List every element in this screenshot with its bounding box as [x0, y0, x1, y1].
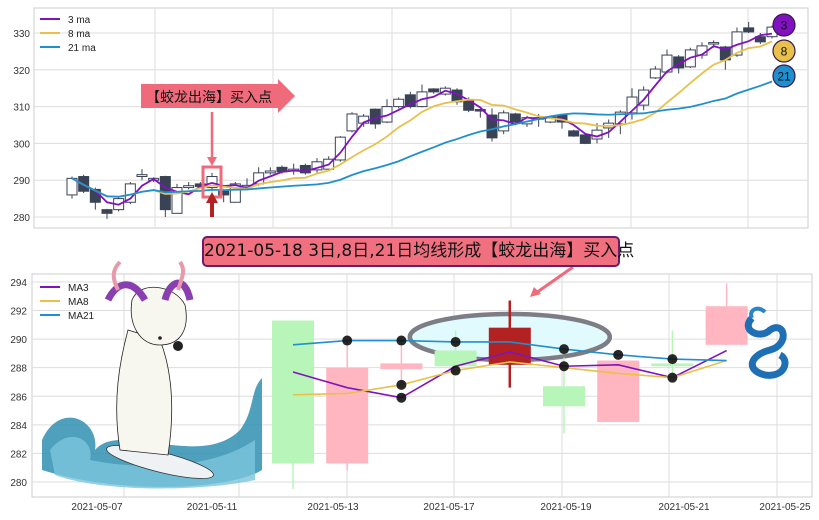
- candle-down: [754, 36, 766, 43]
- candle-up: [381, 106, 393, 123]
- candle-up: [334, 136, 346, 161]
- x-tick-label: 2021-05-25: [759, 502, 811, 513]
- y-tick-label: 292: [10, 307, 27, 318]
- ma3-line: [71, 32, 773, 206]
- candle-up: [649, 68, 661, 79]
- y-tick-label: 300: [13, 139, 30, 150]
- buy-point-callout-label: 【蛟龙出海】买入点: [146, 89, 272, 105]
- series-marker: [396, 379, 407, 390]
- y-tick-label: 280: [10, 478, 27, 489]
- candle-up: [229, 183, 241, 203]
- candle-bull: [543, 386, 585, 407]
- x-tick-label: 2021-05-17: [423, 502, 475, 513]
- legend-label-ma8: 8 ma: [68, 29, 91, 40]
- y-tick-label: 280: [13, 213, 30, 224]
- x-tick-label: 2021-05-19: [540, 502, 592, 513]
- candle-signal: [488, 327, 531, 365]
- ma21-line: [71, 80, 773, 198]
- legend-label-ma21: MA21: [68, 311, 95, 322]
- y-tick-label: 310: [13, 103, 30, 114]
- series-marker: [559, 361, 569, 372]
- end-badge-ma21: [772, 64, 796, 88]
- buy-point-callout: [141, 79, 295, 113]
- series-marker: [667, 354, 678, 365]
- y-tick-label: 290: [10, 335, 27, 346]
- ma8-line: [292, 359, 727, 396]
- end-badge-ma3: [772, 13, 796, 37]
- candle-down: [509, 113, 521, 123]
- candle-down: [404, 94, 416, 108]
- candle-up: [708, 42, 720, 45]
- candle-bear: [705, 306, 748, 345]
- x-tick-label: 2021-05-11: [187, 502, 238, 513]
- candle-up: [264, 170, 276, 174]
- arrow-up-icon: [206, 192, 218, 203]
- series-marker: [396, 392, 407, 403]
- legend-label-ma21: 21 ma: [68, 43, 96, 54]
- candle-down: [218, 190, 230, 196]
- candle-up: [136, 174, 148, 178]
- series-marker: [450, 365, 461, 376]
- x-tick-label: 2021-05-13: [307, 502, 359, 513]
- y-tick-label: 282: [10, 449, 27, 460]
- end-badge-label: 8: [781, 45, 788, 59]
- end-badge-label: 21: [777, 70, 791, 84]
- candle-bull: [434, 350, 477, 367]
- series-marker: [667, 372, 678, 383]
- candle-up: [393, 98, 405, 108]
- candle-down: [428, 88, 440, 93]
- dragon-illustration: [744, 306, 789, 379]
- candle-down: [673, 56, 685, 69]
- y-tick-label: 286: [10, 392, 27, 403]
- y-tick-label: 330: [13, 29, 30, 40]
- candle-down: [101, 209, 113, 214]
- arrow-pointer-icon: [530, 287, 541, 297]
- candle-down: [743, 27, 755, 33]
- pointer-arrow-shaft: [535, 265, 574, 295]
- dog-surfing-illustration: [42, 260, 262, 489]
- candle-down: [486, 114, 498, 139]
- y-tick-label: 290: [13, 176, 30, 187]
- top-price-chart: 280 290 300 310 320 330 3 ma 8 ma 21 ma 3 8 21 【蛟龙出海…: [13, 7, 809, 229]
- candle-bull: [272, 320, 314, 464]
- candle-down: [474, 109, 486, 112]
- candle-up: [346, 113, 358, 132]
- y-tick-label: 294: [10, 278, 27, 289]
- end-badge-ma8: [772, 39, 796, 63]
- legend-label-ma3: 3 ma: [68, 15, 91, 26]
- candle-bear: [380, 363, 423, 370]
- candle-down: [568, 130, 580, 137]
- candle-down: [579, 134, 591, 144]
- legend-label-ma8: MA8: [68, 297, 89, 308]
- y-tick-label: 320: [13, 66, 30, 77]
- y-tick-label: 288: [10, 364, 27, 375]
- candle-up: [638, 89, 650, 106]
- candle-bear: [326, 367, 369, 464]
- candle-up: [171, 187, 183, 214]
- series-marker: [450, 336, 461, 347]
- arrow-down-icon: [207, 157, 217, 166]
- x-tick-label: 2021-05-21: [658, 502, 710, 513]
- series-marker: [342, 335, 353, 346]
- legend-label-ma3: MA3: [68, 283, 89, 294]
- candle-up: [183, 185, 195, 189]
- candle-bear: [597, 360, 640, 422]
- plot-area: [33, 7, 809, 229]
- signal-banner: 2021-05-18 3日,8日,21日均线形成【蛟龙出海】买入点: [202, 236, 634, 267]
- end-badge-label: 3: [781, 19, 788, 33]
- y-tick-label: 284: [10, 421, 27, 432]
- series-marker: [396, 335, 407, 346]
- ma21-line: [292, 339, 727, 362]
- series-marker: [613, 349, 624, 360]
- series-marker: [559, 344, 569, 355]
- candle-bull: [651, 363, 694, 367]
- x-tick-label: 2021-05-07: [71, 502, 123, 513]
